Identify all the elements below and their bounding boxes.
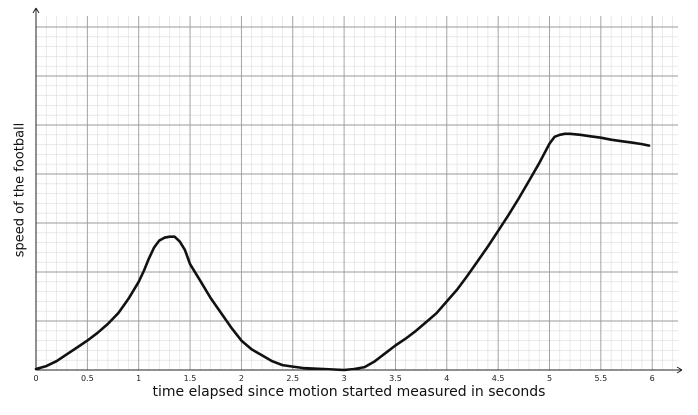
x-tick-label: 1.5 xyxy=(184,374,197,383)
x-tick-label: 4.5 xyxy=(492,374,505,383)
x-tick-label: 2.5 xyxy=(286,374,299,383)
x-tick-label: 3 xyxy=(342,374,347,383)
y-axis-arrow xyxy=(32,7,40,14)
x-tick-label: 4 xyxy=(444,374,449,383)
major-grid xyxy=(36,16,678,370)
x-tick-label: 5.5 xyxy=(594,374,607,383)
y-axis-label: speed of the football xyxy=(12,122,28,258)
x-axis-arrow xyxy=(676,366,683,374)
x-tick-label: 2 xyxy=(239,374,244,383)
x-tick-label: 0 xyxy=(33,374,38,383)
x-tick-label: 3.5 xyxy=(389,374,402,383)
x-tick-label: 6 xyxy=(650,374,655,383)
series-line xyxy=(34,132,651,372)
x-tick-label: 0.5 xyxy=(81,374,94,383)
minor-grid xyxy=(36,16,678,370)
x-tick-label: 1 xyxy=(136,374,141,383)
x-axis-label: time elapsed since motion started measur… xyxy=(152,384,546,400)
x-tick-labels: 0 0.5 1 1.5 2 2.5 3 3.5 4 4.5 5 5.5 6 xyxy=(33,374,654,383)
x-tick-label: 5 xyxy=(547,374,552,383)
axes xyxy=(32,7,683,374)
